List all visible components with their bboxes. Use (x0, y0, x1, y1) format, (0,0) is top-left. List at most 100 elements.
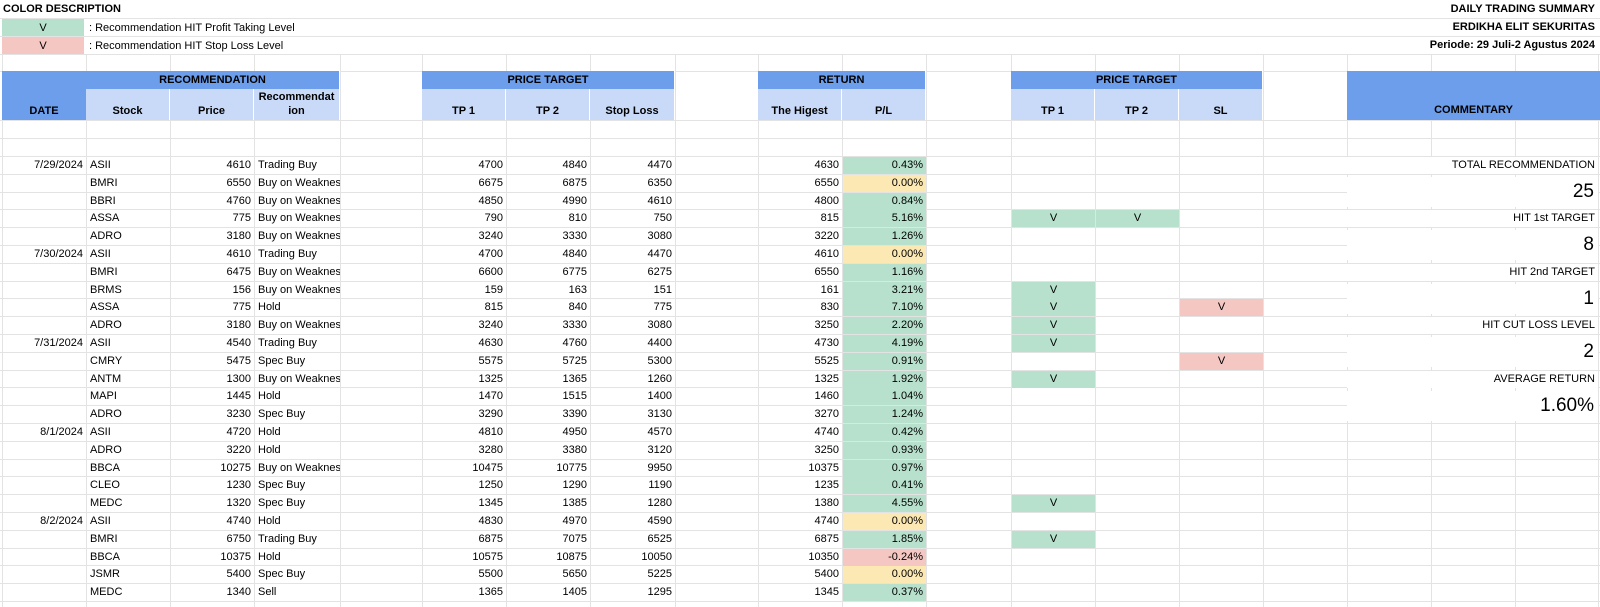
cell-recommendation: Buy on Weakness (258, 319, 340, 331)
cell-stock: ASII (90, 337, 111, 349)
cell-hit-tp1 (1012, 442, 1095, 459)
cell-hit-tp2 (1096, 228, 1179, 245)
cell-tp2: 1365 (562, 373, 587, 385)
cell-hit-sl (1180, 549, 1263, 566)
cell-hit-tp1 (1012, 193, 1095, 210)
cell-highest: 10350 (808, 551, 839, 563)
cell-date (3, 584, 86, 601)
header-date: DATE (2, 89, 86, 120)
cell-hit-sl (1180, 210, 1263, 227)
summary-label: AVERAGE RETURN (1347, 371, 1598, 388)
cell-tp2: 4840 (562, 248, 587, 260)
cell-hit-tp2 (1096, 442, 1179, 459)
cell-pl: 0.42% (843, 424, 926, 441)
cell-tp2: 1515 (562, 390, 587, 402)
header-hit-tp2: TP 2 (1095, 89, 1179, 120)
cell-stock: ADRO (90, 444, 122, 456)
cell-hit-sl (1180, 317, 1263, 334)
cell-tp1: 1250 (478, 479, 503, 491)
cell-hit-tp2 (1096, 495, 1179, 512)
cell-hit-tp1 (1012, 388, 1095, 405)
cell-price: 6475 (226, 266, 251, 278)
cell-price: 775 (232, 301, 251, 313)
cell-highest: 4800 (814, 195, 839, 207)
cell-date (3, 388, 86, 405)
cell-stock: BMRI (90, 177, 118, 189)
cell-recommendation: Spec Buy (258, 568, 306, 580)
cell-tp2: 6875 (562, 177, 587, 189)
cell-hit-tp2 (1096, 353, 1179, 370)
cell-pl: 7.10% (843, 299, 926, 316)
cell-price: 156 (232, 284, 251, 296)
cell-pl: 1.24% (843, 406, 926, 423)
cell-recommendation: Hold (258, 444, 281, 456)
cell-hit-sl: V (1180, 353, 1263, 370)
cell-tp2: 3380 (562, 444, 587, 456)
cell-pl: 0.37% (843, 584, 926, 601)
cell-pl: -0.24% (843, 549, 926, 566)
cell-hit-sl (1180, 424, 1263, 441)
cell-hit-tp1 (1012, 353, 1095, 370)
cell-recommendation: Spec Buy (258, 355, 306, 367)
cell-tp1: 1470 (478, 390, 503, 402)
cell-highest: 1345 (814, 586, 839, 598)
cell-hit-sl (1180, 495, 1263, 512)
cell-price: 3220 (226, 444, 251, 456)
cell-stop-loss: 4570 (647, 426, 672, 438)
cell-highest: 3250 (814, 319, 839, 331)
cell-stop-loss: 6350 (647, 177, 672, 189)
cell-date (3, 371, 86, 388)
cell-date (3, 406, 86, 423)
cell-recommendation: Trading Buy (258, 159, 317, 171)
cell-price: 1300 (226, 373, 251, 385)
cell-date (3, 460, 86, 477)
cell-stop-loss: 3080 (647, 230, 672, 242)
cell-recommendation: Buy on Weakness (258, 212, 340, 224)
cell-hit-tp2 (1096, 317, 1179, 334)
cell-price: 3180 (226, 230, 251, 242)
header-stock: Stock (86, 89, 170, 120)
cell-hit-sl: V (1180, 299, 1263, 316)
cell-hit-tp1 (1012, 157, 1095, 174)
cell-date (3, 477, 86, 494)
cell-highest: 4630 (814, 159, 839, 171)
cell-pl: 0.00% (843, 513, 926, 530)
report-period: Periode: 29 Juli-2 Agustus 2024 (1429, 39, 1595, 51)
cell-stop-loss: 151 (653, 284, 672, 296)
cell-highest: 4610 (814, 248, 839, 260)
cell-tp2: 1405 (562, 586, 587, 598)
cell-hit-tp1: V (1012, 531, 1095, 548)
cell-stock: BBRI (90, 195, 116, 207)
cell-recommendation: Hold (258, 551, 281, 563)
cell-pl: 0.00% (843, 566, 926, 583)
cell-pl: 1.26% (843, 228, 926, 245)
cell-hit-tp1: V (1012, 495, 1095, 512)
cell-hit-tp2 (1096, 584, 1179, 601)
cell-hit-sl (1180, 228, 1263, 245)
cell-hit-sl (1180, 566, 1263, 583)
cell-price: 10275 (220, 462, 251, 474)
cell-recommendation: Hold (258, 426, 281, 438)
cell-highest: 3250 (814, 444, 839, 456)
cell-stock: ASII (90, 159, 111, 171)
header-price-target-group: PRICE TARGET (422, 71, 675, 89)
cell-hit-tp1 (1012, 566, 1095, 583)
cell-hit-sl (1180, 246, 1263, 263)
cell-hit-sl (1180, 371, 1263, 388)
cell-tp1: 1325 (478, 373, 503, 385)
cell-pl: 0.84% (843, 193, 926, 210)
cell-hit-tp2 (1096, 371, 1179, 388)
header-price: Price (170, 89, 254, 120)
cell-pl: 0.00% (843, 175, 926, 192)
header-pl: P/L (842, 89, 926, 120)
legend-stoploss-text: : Recommendation HIT Stop Loss Level (89, 40, 284, 52)
cell-tp1: 4700 (478, 159, 503, 171)
cell-stop-loss: 1260 (647, 373, 672, 385)
cell-hit-tp2 (1096, 264, 1179, 281)
cell-hit-sl (1180, 513, 1263, 530)
cell-tp1: 4810 (478, 426, 503, 438)
cell-hit-tp2 (1096, 513, 1179, 530)
cell-tp1: 6600 (478, 266, 503, 278)
cell-hit-sl (1180, 584, 1263, 601)
